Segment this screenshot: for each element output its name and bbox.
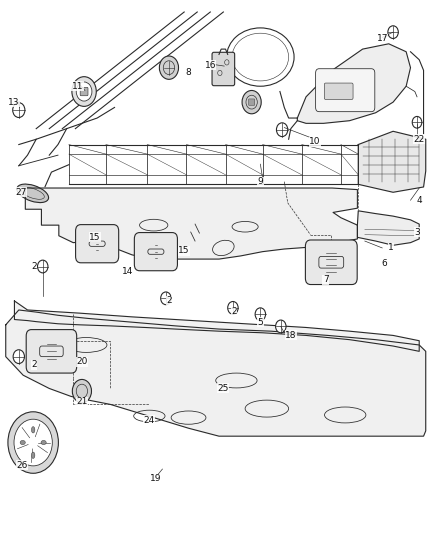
Text: 2: 2 xyxy=(31,360,37,369)
Text: 7: 7 xyxy=(323,275,328,284)
Polygon shape xyxy=(297,44,410,123)
Circle shape xyxy=(8,412,58,473)
Circle shape xyxy=(276,123,288,136)
Ellipse shape xyxy=(32,452,35,458)
Text: 19: 19 xyxy=(150,474,162,483)
Text: 24: 24 xyxy=(144,416,155,425)
Polygon shape xyxy=(357,211,419,245)
Polygon shape xyxy=(14,301,419,351)
Text: 25: 25 xyxy=(218,384,229,393)
Circle shape xyxy=(412,116,422,128)
Circle shape xyxy=(14,419,52,466)
Circle shape xyxy=(72,77,96,107)
Circle shape xyxy=(38,260,48,273)
FancyBboxPatch shape xyxy=(316,69,375,112)
Ellipse shape xyxy=(32,426,35,433)
Ellipse shape xyxy=(17,184,49,203)
Text: 10: 10 xyxy=(309,138,321,147)
Text: 2: 2 xyxy=(231,307,237,316)
Text: 20: 20 xyxy=(76,358,88,367)
FancyBboxPatch shape xyxy=(26,329,77,373)
FancyBboxPatch shape xyxy=(80,87,88,96)
Text: 9: 9 xyxy=(258,177,263,186)
Text: 21: 21 xyxy=(76,397,88,406)
Text: 14: 14 xyxy=(122,268,133,276)
Text: 22: 22 xyxy=(413,135,425,144)
Text: 18: 18 xyxy=(285,331,297,340)
Text: 6: 6 xyxy=(381,260,387,268)
Circle shape xyxy=(76,82,92,101)
Text: 15: 15 xyxy=(178,246,190,255)
Text: 2: 2 xyxy=(166,296,172,305)
FancyBboxPatch shape xyxy=(305,240,357,285)
Text: 26: 26 xyxy=(16,461,28,470)
FancyBboxPatch shape xyxy=(324,83,353,100)
Circle shape xyxy=(72,379,92,403)
Text: 15: 15 xyxy=(89,233,101,242)
Text: 11: 11 xyxy=(72,82,83,91)
Text: 2: 2 xyxy=(31,262,37,271)
FancyBboxPatch shape xyxy=(212,52,235,86)
FancyBboxPatch shape xyxy=(76,224,119,263)
Text: 4: 4 xyxy=(417,196,422,205)
Text: 5: 5 xyxy=(258,318,263,327)
Text: 1: 1 xyxy=(388,244,394,253)
FancyBboxPatch shape xyxy=(134,232,177,271)
Text: 27: 27 xyxy=(15,188,27,197)
Polygon shape xyxy=(25,188,357,259)
Circle shape xyxy=(255,308,265,320)
Ellipse shape xyxy=(41,440,46,445)
Circle shape xyxy=(276,320,286,333)
Text: 8: 8 xyxy=(186,68,191,77)
Circle shape xyxy=(13,350,25,364)
Circle shape xyxy=(388,26,398,38)
Text: 13: 13 xyxy=(8,98,19,107)
Text: 17: 17 xyxy=(376,34,388,43)
Ellipse shape xyxy=(20,440,25,445)
Text: 16: 16 xyxy=(205,61,216,69)
Circle shape xyxy=(228,302,238,314)
Circle shape xyxy=(159,56,179,79)
Polygon shape xyxy=(6,310,426,436)
Polygon shape xyxy=(358,131,426,192)
Circle shape xyxy=(242,91,261,114)
FancyBboxPatch shape xyxy=(249,99,254,106)
Text: 3: 3 xyxy=(414,228,420,237)
Circle shape xyxy=(161,292,171,305)
Circle shape xyxy=(13,103,25,117)
